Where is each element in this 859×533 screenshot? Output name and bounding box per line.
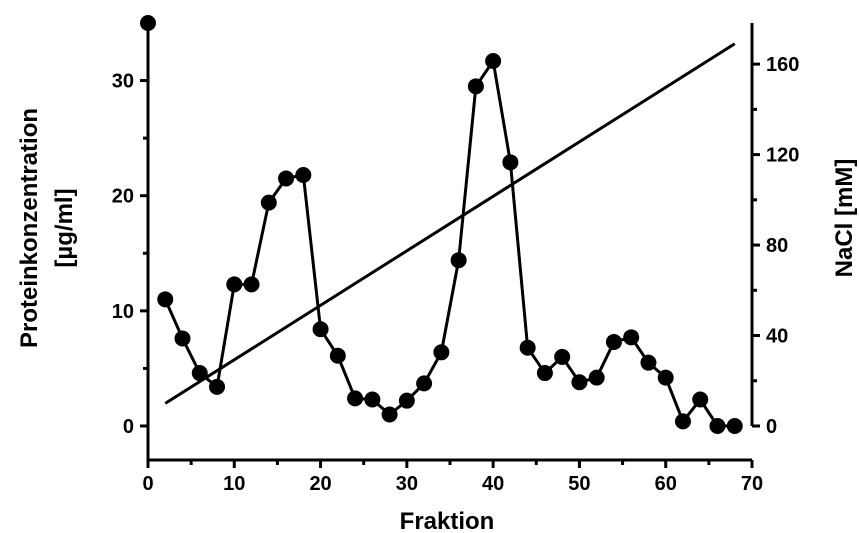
plot-area	[140, 15, 743, 434]
data-point	[398, 392, 415, 409]
data-point	[450, 252, 467, 269]
axes: 0 10 20 30 40 50 60 70 0 10 20 30 0 40 80 120 160	[112, 23, 799, 495]
data-point	[278, 170, 295, 187]
data-point	[364, 391, 381, 408]
data-point	[554, 348, 571, 365]
y-axis-title-line1: Proteinkonzentration	[16, 108, 43, 348]
axis-labels: Fraktion Proteinkonzentration [µg/ml] Na…	[16, 108, 858, 533]
data-point	[692, 391, 709, 408]
protein-line	[163, 59, 735, 428]
data-point	[605, 333, 622, 350]
x-tick-label: 20	[309, 473, 331, 495]
data-point	[347, 390, 364, 407]
data-point	[140, 15, 156, 31]
y2-tick-label: 40	[766, 326, 788, 348]
data-point	[174, 330, 191, 347]
data-point	[571, 374, 588, 391]
x-tick-label: 0	[142, 473, 153, 495]
data-point	[416, 375, 433, 392]
y2-tick-label: 160	[766, 54, 799, 76]
data-point	[226, 276, 243, 293]
x-tick-label: 60	[655, 473, 677, 495]
data-point	[536, 365, 553, 382]
data-point	[657, 369, 674, 386]
y2-tick-label: 120	[766, 145, 799, 167]
data-point	[295, 166, 312, 183]
x-axis-title: Fraktion	[400, 508, 495, 533]
data-point	[588, 369, 605, 386]
data-point	[260, 194, 277, 211]
data-point	[674, 413, 691, 430]
data-point	[433, 344, 450, 361]
y-tick-label: 10	[112, 301, 134, 323]
data-point	[157, 291, 174, 308]
data-point	[243, 276, 260, 293]
x-tick-label: 30	[396, 473, 418, 495]
data-point	[726, 418, 743, 434]
x-tick-label: 40	[482, 473, 504, 495]
x-tick-label: 70	[741, 473, 763, 495]
data-point	[209, 378, 226, 395]
y-axis-title-line2: [µg/ml]	[51, 188, 78, 267]
data-point	[485, 52, 502, 69]
data-point	[312, 321, 329, 338]
x-tick-label: 50	[568, 473, 590, 495]
nacl-gradient-line	[164, 42, 736, 405]
y-tick-label: 0	[123, 416, 134, 438]
x-tick-label: 10	[223, 473, 245, 495]
y-tick-label: 30	[112, 71, 134, 93]
data-point	[329, 347, 346, 364]
data-point	[709, 418, 726, 434]
y2-tick-label: 0	[766, 416, 777, 438]
data-point	[381, 406, 398, 423]
y2-tick-label: 80	[766, 235, 788, 257]
data-point	[640, 354, 657, 371]
data-point	[191, 365, 208, 382]
y2-axis-title: NaCl [mM]	[831, 159, 858, 278]
data-point	[502, 154, 519, 171]
y-tick-label: 20	[112, 186, 134, 208]
data-point	[519, 339, 536, 356]
data-point	[467, 78, 484, 95]
data-point	[623, 329, 640, 346]
